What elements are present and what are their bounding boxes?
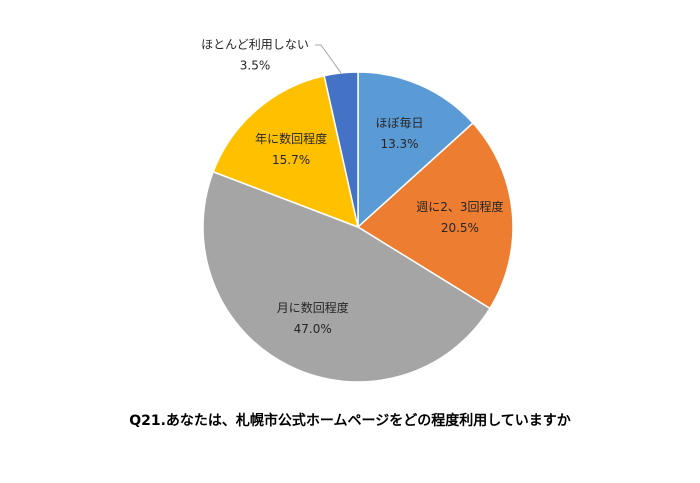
leader-line: [315, 44, 342, 74]
slice-label: 年に数回程度: [255, 131, 327, 146]
slice-value-label: 3.5%: [240, 59, 271, 73]
pie-slice: [212, 74, 360, 229]
slice-label: ほぼ毎日: [376, 115, 424, 130]
slice-value-label: 15.7%: [272, 153, 310, 167]
slice-value-label: 13.3%: [380, 137, 418, 151]
slice-value-label: 20.5%: [441, 221, 479, 235]
chart-title: Q21.あなたは、札幌市公式ホームページをどの程度利用していますか: [129, 412, 571, 429]
pie-slice: [356, 121, 514, 310]
slice-label: ほとんど利用しない: [201, 38, 309, 52]
pie-slice: [323, 71, 359, 228]
slice-label: 月に数回程度: [277, 300, 349, 315]
slice-value-label: 47.0%: [294, 322, 332, 336]
pie-slice: [357, 71, 475, 229]
slice-label: 週に2、3回程度: [416, 199, 503, 214]
pie-slice: [202, 170, 491, 383]
